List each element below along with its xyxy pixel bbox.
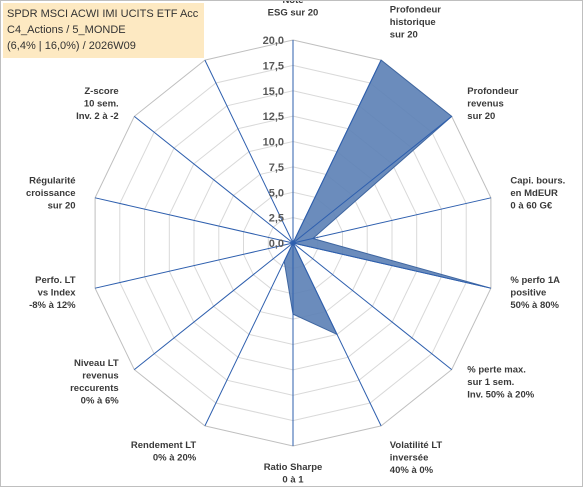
- spoke-9: [134, 243, 293, 370]
- chart-title-box: SPDR MSCI ACWI IMI UCITS ETF Acc C4_Acti…: [3, 3, 204, 58]
- axis-label-line: Régularité: [29, 176, 75, 187]
- chart-title-line-2: C4_Actions / 5_MONDE: [7, 22, 198, 38]
- tick-label: 15,0: [263, 86, 284, 98]
- axis-label-line: Perfo. LT: [35, 275, 76, 286]
- axis-label-line: revenus: [467, 99, 503, 110]
- chart-title-line-1: SPDR MSCI ACWI IMI UCITS ETF Acc: [7, 6, 198, 22]
- axis-label-line: 0% à 20%: [153, 452, 197, 463]
- axis-label-line: Profondeur: [390, 5, 441, 16]
- axis-label-line: en MdEUR: [510, 188, 558, 199]
- axis-label-line: 40% à 0%: [390, 465, 434, 476]
- axis-label-line: vs Index: [38, 287, 77, 298]
- tick-label: 5,0: [269, 187, 284, 199]
- axis-label-7: Ratio Sharpe 0 à 1: [264, 462, 323, 486]
- axis-label-line: sur 20: [467, 111, 495, 122]
- tick-label: 10,0: [263, 137, 284, 149]
- axis-label-line: 10 sem.: [84, 99, 119, 110]
- axis-label-line: revenus: [82, 371, 118, 382]
- axis-label-line: positive: [510, 287, 546, 298]
- axis-label-line: -8% à 12%: [29, 300, 76, 311]
- axis-label-line: sur 1 sem.: [467, 377, 514, 388]
- tick-label: 20,0: [263, 35, 284, 47]
- axis-label-line: Capi. bours.: [510, 176, 565, 187]
- axis-label-line: % perte max.: [467, 364, 526, 375]
- axis-label-line: Z-score: [84, 86, 118, 97]
- axis-label-line: Ratio Sharpe: [264, 462, 323, 473]
- axis-label-0: Note ESG sur 20: [268, 1, 319, 19]
- axis-label-5: % perte max. sur 1 sem.Inv. 50% à 20%: [467, 364, 534, 400]
- axis-label-line: 0 à 60 G€: [510, 201, 552, 212]
- radar-tick-labels: 0,0 2,5 5,0 7,5 10,0 12,5 15,0 17,5 20,0: [263, 35, 284, 250]
- axis-label-line: sur 20: [390, 30, 418, 41]
- axis-label-line: % perfo 1A: [510, 275, 560, 286]
- axis-label-12: Z-score 10 sem.Inv. 2 à -2: [76, 86, 119, 122]
- axis-label-line: historique: [390, 17, 436, 28]
- axis-label-line: sur 20: [48, 201, 76, 212]
- tick-label: 7,5: [269, 162, 284, 174]
- axis-label-line: inversée: [390, 452, 429, 463]
- tick-label: 0,0: [269, 238, 284, 250]
- axis-label-line: reccurents: [70, 383, 119, 394]
- spoke-8: [205, 243, 293, 426]
- axis-label-line: 50% à 80%: [510, 300, 559, 311]
- axis-label-line: Profondeur: [467, 86, 518, 97]
- axis-label-line: Inv. 2 à -2: [76, 111, 119, 122]
- axis-label-line: Note: [282, 1, 303, 6]
- tick-label: 2,5: [269, 213, 284, 225]
- tick-label: 17,5: [263, 60, 284, 72]
- axis-label-line: ESG sur 20: [268, 8, 319, 19]
- axis-label-line: Volatilité LT: [390, 440, 443, 451]
- spoke-6: [293, 243, 381, 426]
- axis-label-line: Inv. 50% à 20%: [467, 389, 534, 400]
- tick-label: 12,5: [263, 111, 284, 123]
- axis-label-line: croissance: [26, 188, 76, 199]
- axis-label-line: Niveau LT: [74, 358, 119, 369]
- chart-title-line-3: (6,4% | 16,0%) / 2026W09: [7, 38, 198, 54]
- axis-label-3: Capi. bours.en MdEUR 0 à 60 G€: [510, 176, 565, 212]
- axis-label-line: Rendement LT: [131, 440, 196, 451]
- axis-label-line: 0 à 1: [282, 475, 304, 486]
- axis-label-line: 0% à 6%: [81, 396, 120, 407]
